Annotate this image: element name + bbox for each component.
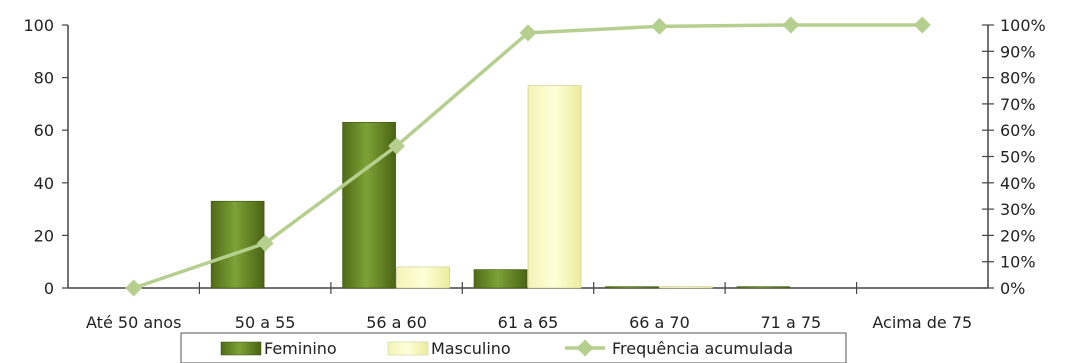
y-left-tick-label: 40 — [34, 174, 54, 193]
bar-feminino — [342, 122, 396, 289]
bar-feminino — [210, 200, 265, 289]
y-left-tick-label: 80 — [34, 69, 54, 88]
x-tick-label: 66 a 70 — [629, 313, 690, 332]
y-right-tick-label: 50% — [1000, 148, 1036, 167]
legend-label-feminino: Feminino — [264, 339, 337, 358]
y-left-tick-label: 100 — [23, 16, 54, 35]
x-tick-label: 61 a 65 — [498, 313, 559, 332]
x-tick-label: 71 a 75 — [761, 313, 822, 332]
y-right-tick-label: 100% — [1000, 16, 1046, 35]
x-tick-label: Até 50 anos — [86, 313, 181, 332]
y-left-tick-label: 0 — [44, 279, 54, 298]
bar-series — [210, 85, 791, 289]
cumulative-point — [650, 17, 668, 35]
legend-label-masculino: Masculino — [431, 339, 511, 358]
bar-feminino — [473, 269, 528, 289]
bar-masculino — [527, 85, 582, 289]
y-axis-right-ticks: 0% 10% 20% 30% 40% 50% 60% 70% 80% 90% 100% — [982, 16, 1046, 298]
y-right-tick-label: 0% — [1000, 279, 1025, 298]
y-right-tick-label: 30% — [1000, 200, 1036, 219]
bar-masculino — [659, 286, 713, 289]
legend-swatch-feminino — [220, 341, 262, 356]
y-right-tick-label: 70% — [1000, 95, 1036, 114]
legend-box — [180, 332, 847, 363]
cumulative-point — [388, 137, 406, 155]
bar-feminino — [736, 286, 791, 289]
bar-masculino — [396, 266, 450, 289]
cumulative-point — [519, 24, 537, 42]
legend: Feminino Masculino Frequência acumulada — [180, 332, 847, 363]
y-right-tick-label: 90% — [1000, 42, 1036, 61]
legend-diamond-marker — [576, 339, 594, 357]
y-left-tick-label: 60 — [34, 121, 54, 140]
x-tick-label: 50 a 55 — [235, 313, 296, 332]
y-left-tick-label: 20 — [34, 226, 54, 245]
x-tick-label: 56 a 60 — [366, 313, 427, 332]
legend-label-frequencia: Frequência acumulada — [612, 339, 793, 358]
y-right-tick-label: 80% — [1000, 69, 1036, 88]
y-axis-left-ticks: 0 20 40 60 80 100 — [23, 16, 68, 298]
x-tick-label: Acima de 75 — [872, 313, 972, 332]
cumulative-line-series — [125, 16, 931, 297]
bar-feminino — [605, 286, 659, 289]
y-right-tick-label: 40% — [1000, 174, 1036, 193]
cumulative-point — [913, 16, 931, 34]
y-right-tick-label: 60% — [1000, 121, 1036, 140]
cumulative-point — [256, 234, 274, 252]
y-right-tick-label: 10% — [1000, 253, 1036, 272]
y-right-tick-label: 20% — [1000, 226, 1036, 245]
cumulative-point — [782, 16, 800, 34]
cumulative-point — [125, 279, 143, 297]
legend-swatch-masculino — [387, 341, 429, 356]
x-axis-ticks: Até 50 anos 50 a 55 56 a 60 61 a 65 66 a 70 7… — [86, 282, 972, 332]
